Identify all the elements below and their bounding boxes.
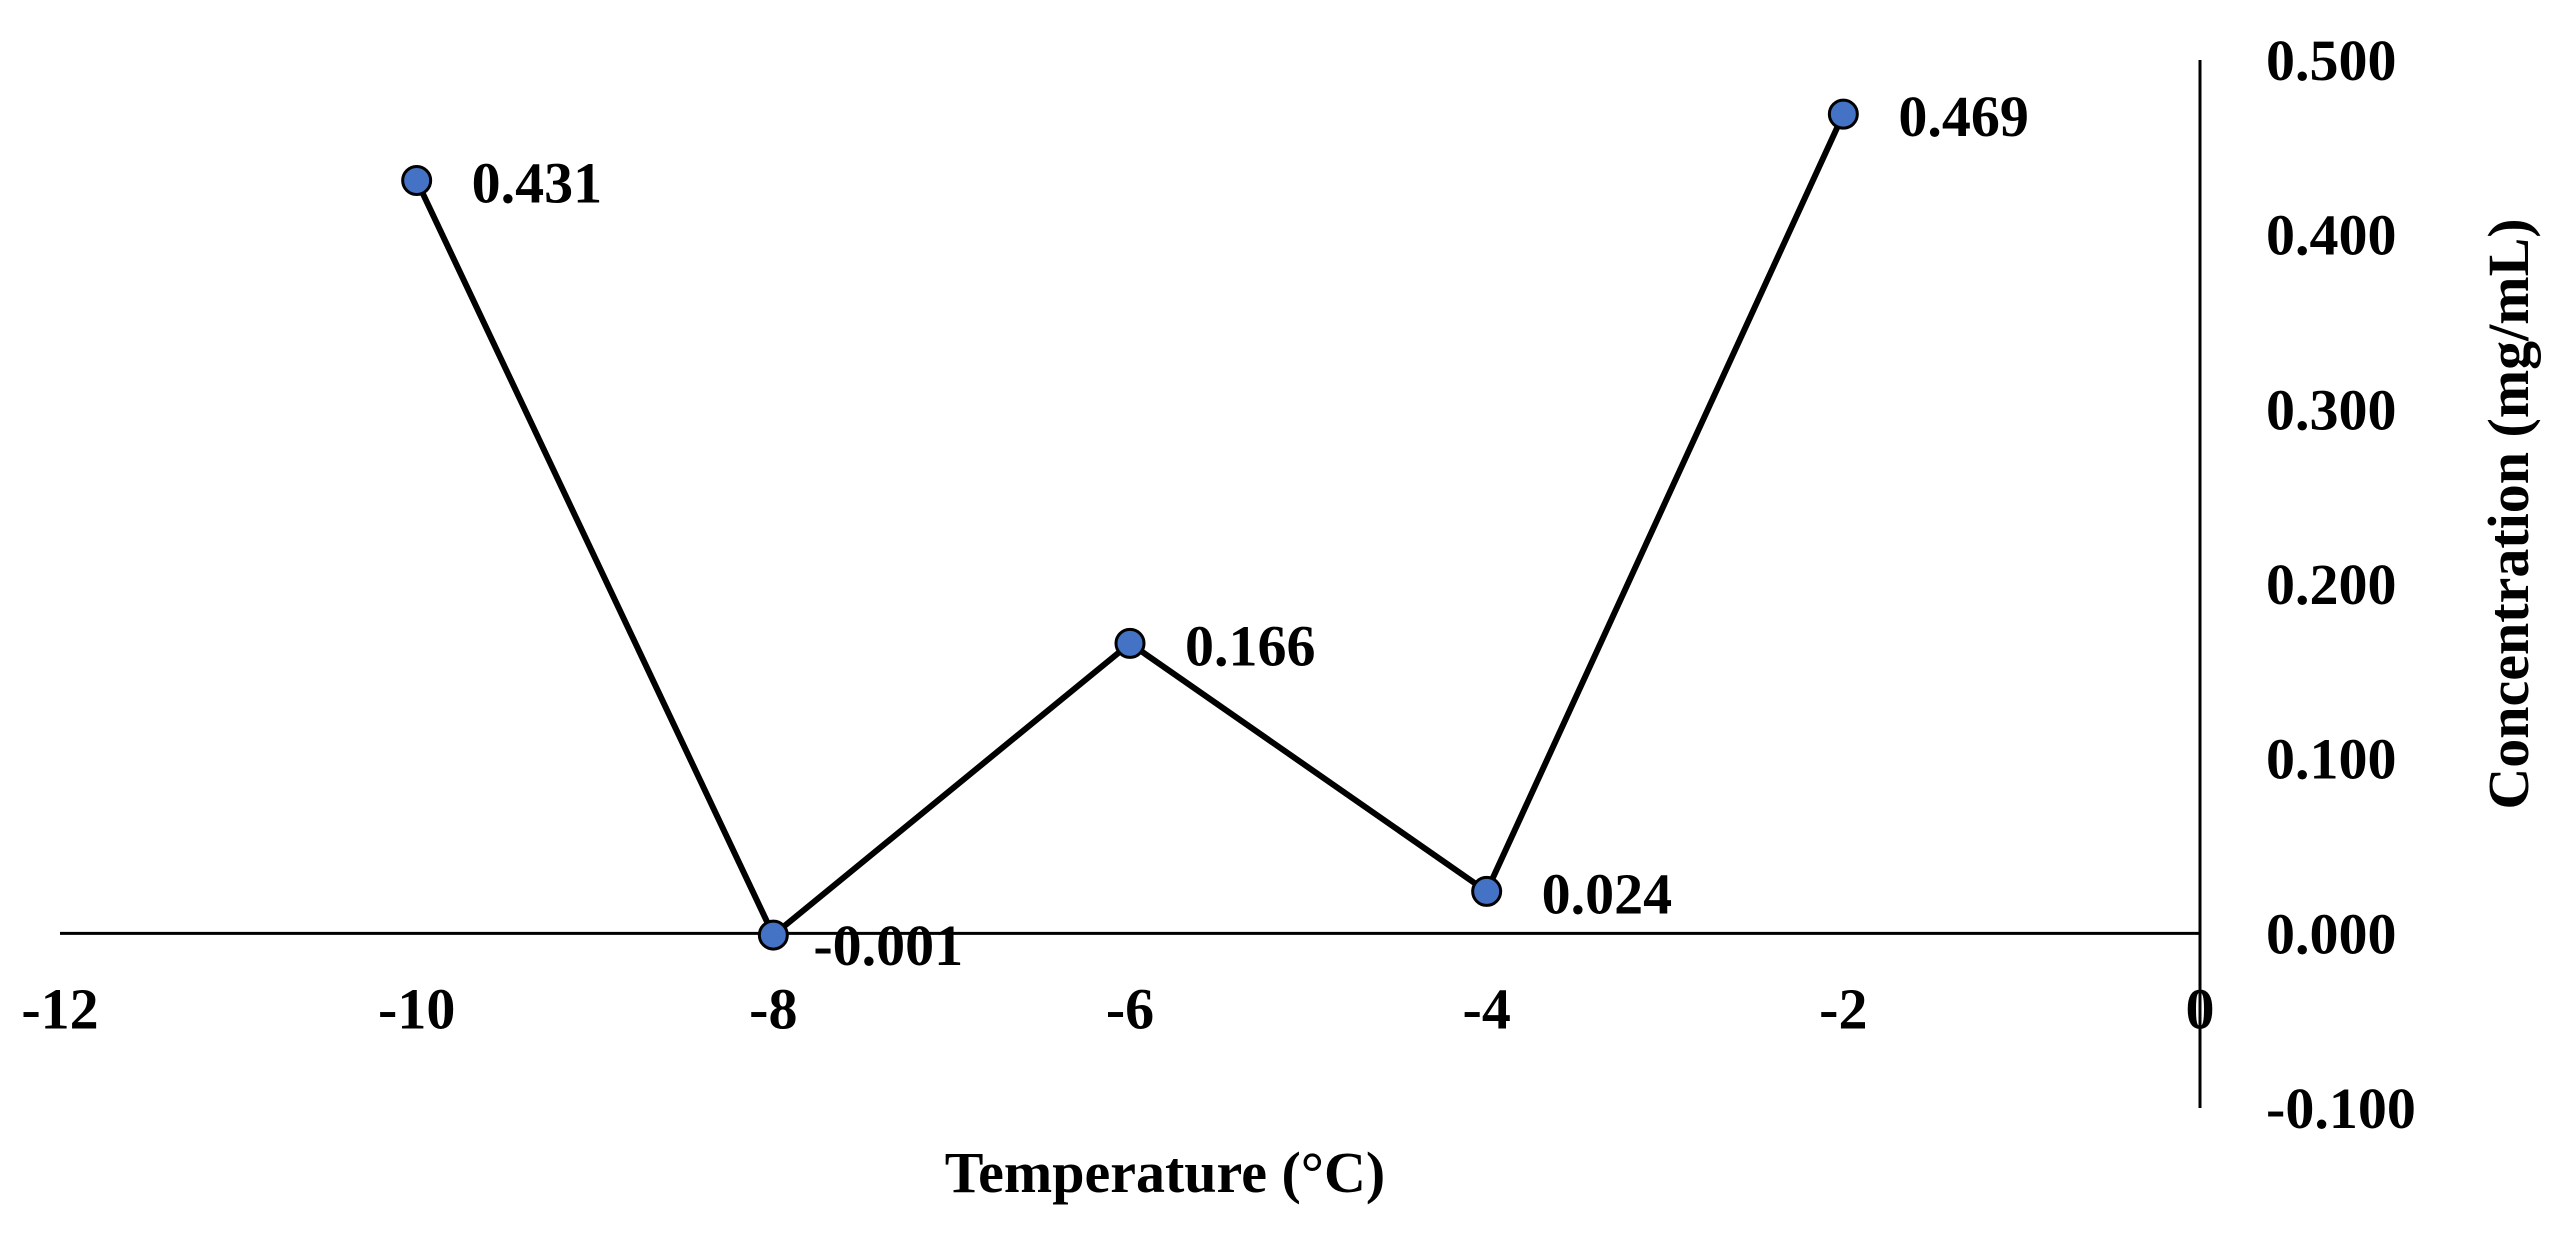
- series-line: [413, 112, 1847, 939]
- data-label: 0.469: [1898, 84, 2029, 149]
- data-labels: 0.431 -0.001 0.166 0.024 0.469: [472, 84, 2029, 978]
- x-tick-label: 0: [2186, 976, 2215, 1041]
- data-label: -0.001: [813, 913, 963, 978]
- data-label: 0.431: [472, 151, 602, 216]
- y-tick-label: 0.400: [2266, 203, 2397, 268]
- y-tick-labels: 0.500 0.400 0.300 0.200 0.100 0.000 -0.100: [2266, 28, 2416, 1141]
- data-point: [401, 165, 433, 197]
- series-group: [401, 98, 1859, 951]
- data-label: 0.024: [1542, 861, 1673, 926]
- x-tick-label: -12: [21, 976, 98, 1041]
- x-tick-label: -8: [749, 976, 797, 1041]
- y-tick-label: -0.100: [2266, 1076, 2416, 1141]
- x-tick-label: -10: [378, 976, 455, 1041]
- data-point: [1114, 627, 1146, 659]
- data-label: 0.166: [1185, 613, 1316, 678]
- axes-group: [60, 60, 2202, 1108]
- y-axis-title: Concentration (mg/mL): [2476, 218, 2541, 809]
- y-tick-label: 0.200: [2266, 552, 2397, 617]
- y-tick-label: 0.000: [2266, 901, 2397, 966]
- data-point: [1827, 98, 1859, 130]
- y-tick-label: 0.500: [2266, 28, 2397, 93]
- x-tick-label: -2: [1819, 976, 1867, 1041]
- x-tick-labels: -12 -10 -8 -6 -4 -2 0: [21, 976, 2214, 1041]
- x-tick-label: -6: [1106, 976, 1154, 1041]
- data-point: [1471, 875, 1503, 907]
- x-axis-title: Temperature (°C): [945, 1140, 1385, 1205]
- data-point: [757, 919, 789, 951]
- y-tick-label: 0.300: [2266, 377, 2397, 442]
- x-tick-label: -4: [1463, 976, 1511, 1041]
- y-tick-label: 0.100: [2266, 727, 2397, 792]
